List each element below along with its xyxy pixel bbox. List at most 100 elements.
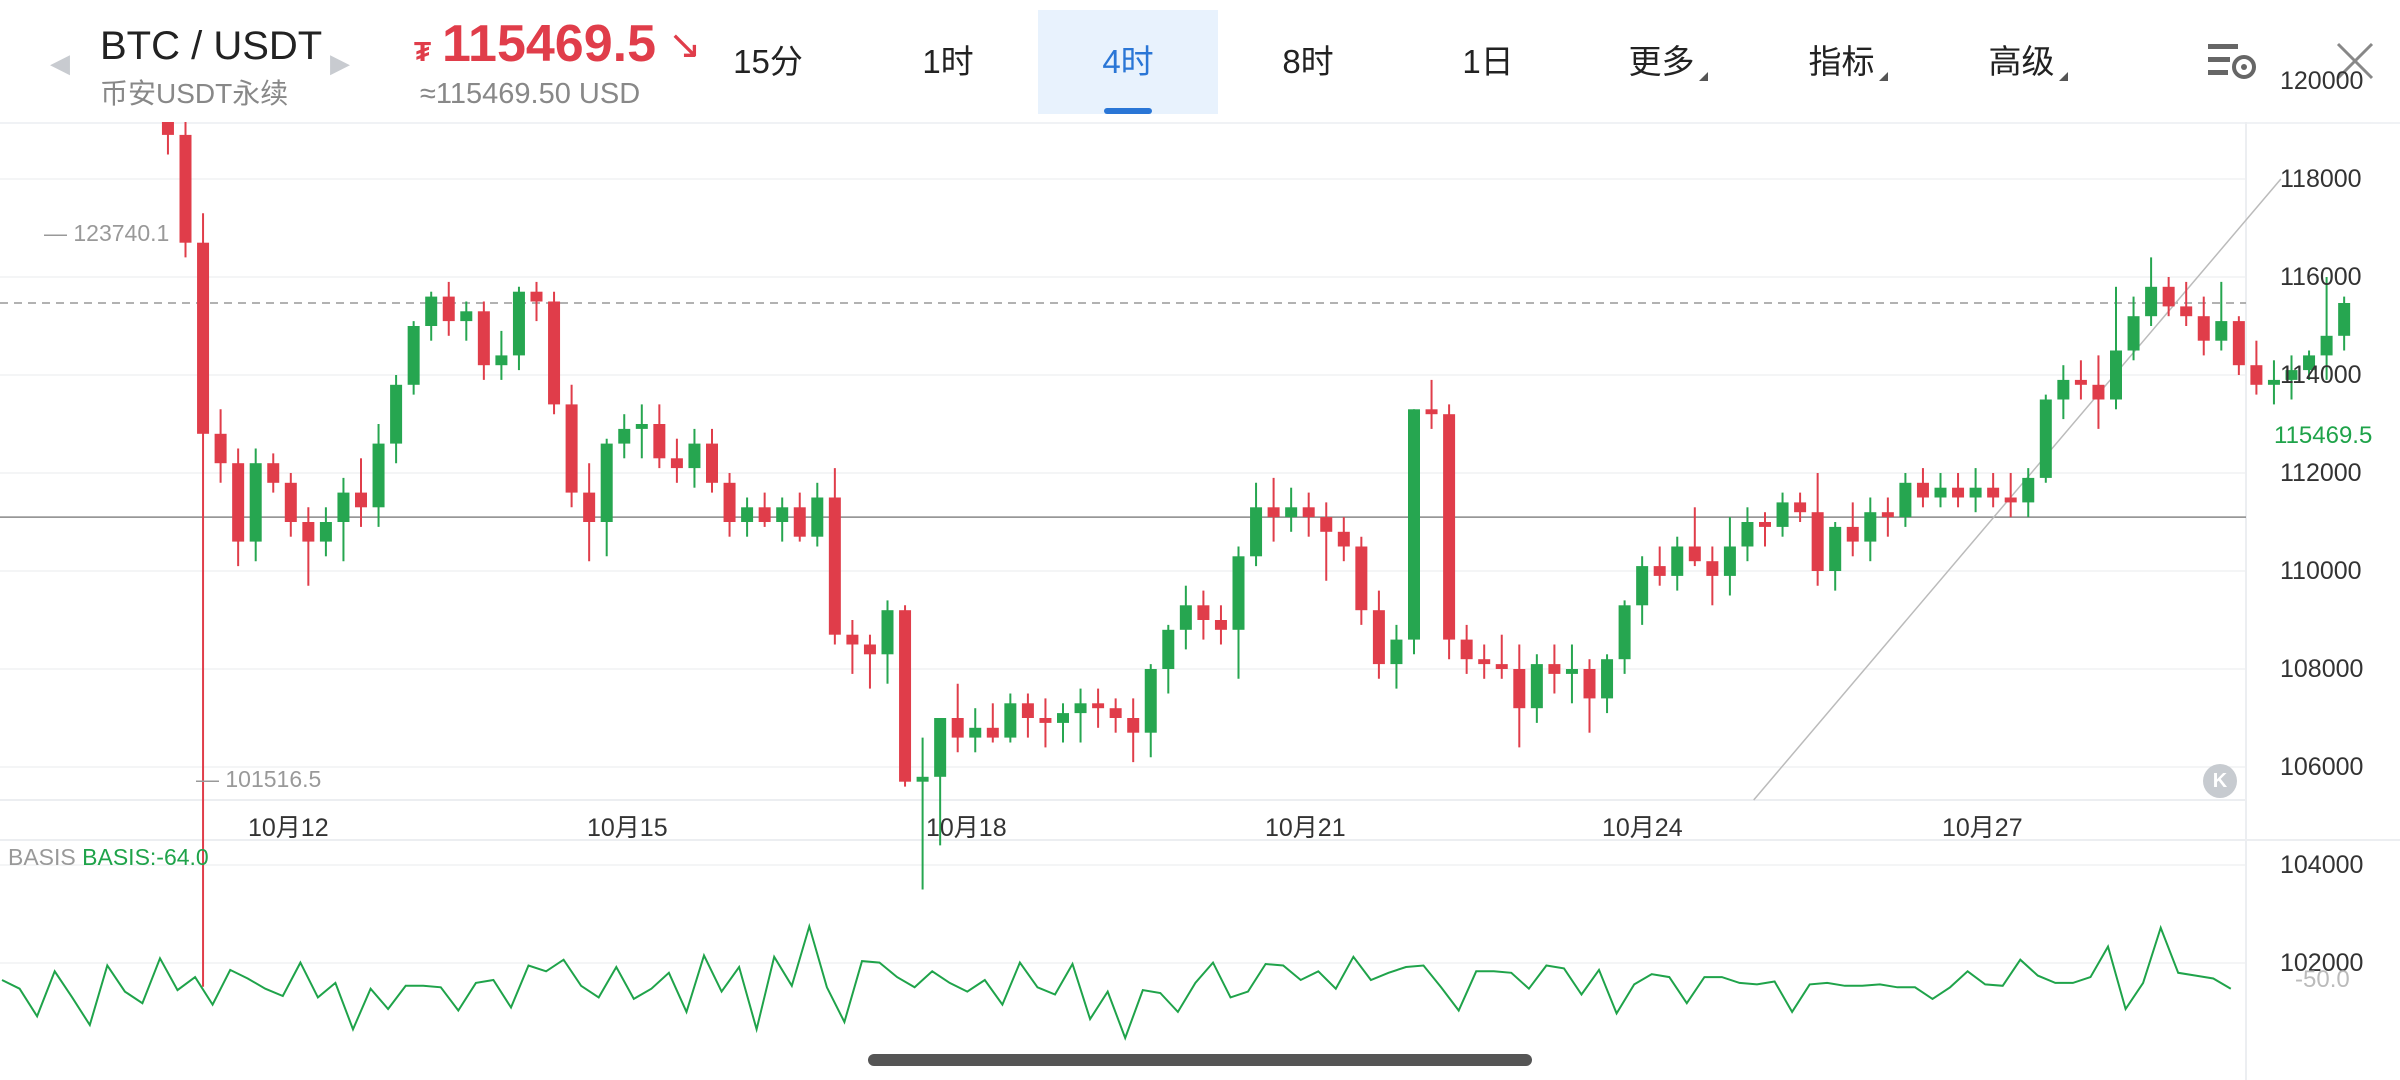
candle-body	[1987, 487, 2000, 498]
price-tick-label: 114000	[2280, 361, 2362, 389]
tab-label: 指标	[1808, 43, 1875, 80]
tab-4[interactable]: 1日	[1398, 10, 1578, 114]
candle-body	[793, 507, 806, 537]
candle-body	[653, 424, 666, 459]
down-trend-arrow-icon: ↘	[668, 23, 702, 67]
candle-body	[355, 492, 367, 508]
tab-label: 更多	[1628, 43, 1695, 80]
candle-body	[1741, 522, 1754, 547]
price-tick-label: 118000	[2280, 165, 2362, 193]
candle-body	[1530, 664, 1543, 709]
chart-settings-icon[interactable]	[2206, 40, 2258, 82]
candle-body	[337, 492, 350, 522]
candle-body	[2232, 321, 2245, 366]
exchange-subtitle: 币安USDT永续	[100, 78, 289, 109]
date-tick-label: 10月24	[1602, 814, 1683, 842]
candle-body	[1197, 605, 1210, 620]
tab-3[interactable]: 8时	[1218, 10, 1398, 114]
candle-body	[1074, 703, 1087, 714]
candle-body	[1706, 561, 1719, 576]
pair-title: BTC / USDT	[100, 24, 323, 68]
candle-body	[1846, 526, 1859, 542]
candle-body	[2303, 355, 2316, 371]
price-tick-label: 102000	[2280, 949, 2364, 977]
date-tick-label: 10月21	[1265, 814, 1346, 842]
top-bar: ◀ BTC / USDT 币安USDT永续 ▶ ₮ 115469.5 ↘ ≈11…	[0, 0, 2400, 124]
candle-body	[1811, 512, 1824, 571]
tab-2[interactable]: 4时	[1038, 10, 1218, 114]
close-icon[interactable]	[2330, 36, 2380, 86]
candle-body	[1864, 512, 1877, 542]
candle-body	[2197, 316, 2210, 341]
symbol-switcher[interactable]: ◀ BTC / USDT 币安USDT永续 ▶	[40, 18, 370, 109]
candle-body	[1759, 522, 1771, 527]
candle-body	[2338, 302, 2351, 336]
tab-7[interactable]: 高级	[1938, 10, 2118, 114]
candle-body	[372, 443, 385, 508]
basis-indicator-label: BASIS BASIS:-64.0	[8, 844, 209, 871]
candle-body	[583, 492, 596, 522]
candle-body	[846, 634, 859, 645]
candle-body	[1390, 639, 1403, 665]
caret-icon	[1878, 72, 1888, 81]
candle-body	[863, 644, 876, 655]
candle-body	[565, 404, 578, 493]
candle-body	[1829, 526, 1842, 571]
tether-symbol-icon: ₮	[414, 36, 432, 67]
chevron-left-icon[interactable]: ◀	[50, 48, 70, 78]
tab-6[interactable]: 指标	[1758, 10, 1938, 114]
chevron-right-icon[interactable]: ▶	[330, 48, 350, 78]
candle-body	[1162, 629, 1175, 669]
candle-body	[319, 522, 332, 542]
candle-body	[934, 718, 947, 777]
candle-body	[407, 326, 420, 385]
tab-0[interactable]: 15分	[678, 10, 858, 114]
candle-body	[2057, 379, 2070, 400]
date-tick-label: 10月15	[587, 814, 668, 842]
candle-body	[2285, 370, 2298, 380]
candle-body	[1671, 546, 1684, 576]
candle-body	[2074, 379, 2087, 385]
candle-body	[495, 355, 508, 366]
candlestick-chart[interactable]	[0, 122, 2400, 1080]
candle-body	[1478, 659, 1491, 665]
candle-body	[1548, 664, 1561, 674]
home-indicator[interactable]	[868, 1054, 1532, 1066]
candle-body	[2145, 286, 2158, 317]
candle-body	[197, 242, 210, 434]
price-tick-label: 110000	[2280, 557, 2362, 585]
candle-body	[267, 463, 280, 483]
candle-body	[951, 718, 964, 738]
candle-body	[916, 776, 929, 782]
candle-body	[1144, 669, 1157, 733]
candle-body	[986, 727, 999, 738]
caret-icon	[2058, 72, 2068, 81]
candle-body	[1583, 669, 1596, 699]
candle-body	[706, 443, 718, 483]
candle-body	[1302, 507, 1315, 518]
candle-body	[1794, 502, 1807, 513]
candle-body	[1109, 708, 1122, 718]
k-reset-button[interactable]: K	[2203, 764, 2237, 798]
candle-body	[1372, 610, 1385, 665]
price-tick-label: 106000	[2280, 753, 2364, 781]
candle-body	[2180, 306, 2193, 317]
low-label: 101516.5	[225, 766, 322, 792]
candle-body	[249, 463, 262, 542]
candle-body	[670, 458, 683, 469]
candle-body	[2004, 497, 2017, 503]
candle-body	[1320, 517, 1333, 532]
candle-body	[2127, 316, 2140, 351]
candle-body	[1776, 502, 1789, 527]
tab-1[interactable]: 1时	[858, 10, 1038, 114]
candle-body	[2022, 477, 2035, 503]
high-marker: — 123740.1	[44, 220, 170, 246]
candle-body	[2320, 335, 2333, 356]
candle-body	[530, 291, 543, 302]
trendline-drawing	[1753, 178, 2282, 801]
candle-body	[1969, 487, 1982, 498]
tab-5[interactable]: 更多	[1578, 10, 1758, 114]
candle-body	[1285, 507, 1298, 518]
candle-body	[232, 463, 245, 542]
candle-body	[1250, 507, 1263, 557]
